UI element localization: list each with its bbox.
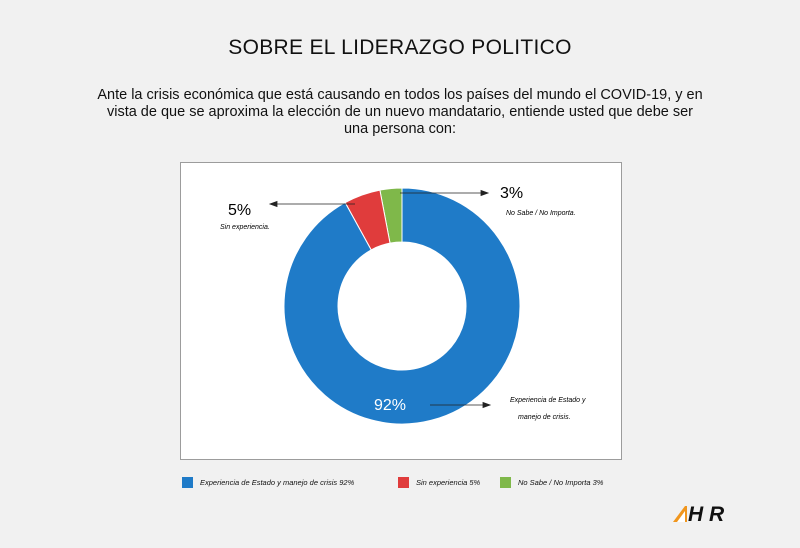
slice-experiencia bbox=[283, 187, 521, 425]
legend-item-no-sabe: No Sabe / No Importa 3% bbox=[500, 476, 604, 488]
slice-label-sin-experiencia: Sin experiencia. bbox=[220, 224, 270, 231]
legend-swatch-red bbox=[398, 476, 409, 488]
arrowhead-no-sabe bbox=[480, 189, 490, 197]
legend-swatch-blue bbox=[182, 476, 193, 488]
question-line: Ante la crisis económica que está causan… bbox=[97, 87, 703, 103]
question-line: una persona con: bbox=[343, 121, 457, 137]
leader-arrows bbox=[268, 189, 492, 409]
legend-item-experiencia: Experiencia de Estado y manejo de crisis… bbox=[182, 476, 398, 488]
logo-text: H R bbox=[688, 503, 725, 524]
legend-swatch-green bbox=[500, 476, 511, 488]
legend-label: Sin experiencia 5% bbox=[416, 477, 481, 487]
logo-mark-inner bbox=[677, 511, 685, 522]
slice-label-experiencia-line2: manejo de crisis. bbox=[518, 414, 571, 421]
arrowhead-experiencia bbox=[482, 401, 492, 409]
value-label-experiencia: 92% bbox=[374, 397, 406, 414]
legend-label: Experiencia de Estado y manejo de crisis… bbox=[200, 477, 355, 487]
legend-label: No Sabe / No Importa 3% bbox=[518, 477, 604, 487]
legend-item-sin-experiencia: Sin experiencia 5% bbox=[398, 476, 500, 488]
page-title: SOBRE EL LIDERAZGO POLITICO bbox=[228, 36, 572, 59]
arrowhead-sin-experiencia bbox=[268, 200, 278, 208]
company-logo: H R bbox=[673, 503, 725, 524]
chart-legend: Experiencia de Estado y manejo de crisis… bbox=[182, 474, 603, 490]
donut-slices bbox=[283, 187, 521, 425]
survey-question: Ante la crisis económica que está causan… bbox=[70, 87, 730, 138]
value-label-sin-experiencia: 5% bbox=[228, 202, 251, 219]
slice-label-experiencia-line1: Experiencia de Estado y bbox=[510, 397, 586, 404]
slice-label-no-sabe: No Sabe / No Importa. bbox=[506, 210, 576, 217]
question-line: vista de que se aproxima la elección de … bbox=[106, 104, 694, 120]
value-label-no-sabe: 3% bbox=[500, 185, 523, 202]
